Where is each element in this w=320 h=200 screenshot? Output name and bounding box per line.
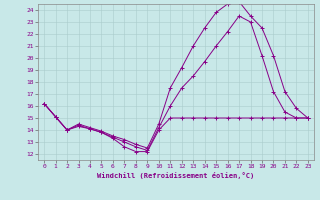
X-axis label: Windchill (Refroidissement éolien,°C): Windchill (Refroidissement éolien,°C) [97, 172, 255, 179]
